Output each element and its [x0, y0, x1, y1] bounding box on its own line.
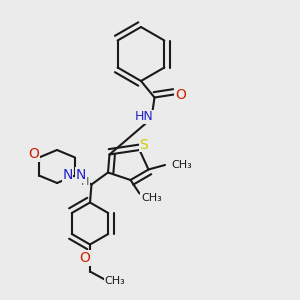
Text: O: O [28, 148, 39, 161]
Text: N: N [62, 168, 73, 182]
Text: N: N [76, 168, 86, 182]
Text: O: O [175, 88, 186, 101]
Text: O: O [79, 251, 90, 265]
Text: HN: HN [135, 110, 153, 124]
Text: CH₃: CH₃ [141, 193, 162, 203]
Text: CH₃: CH₃ [172, 160, 192, 170]
Text: CH₃: CH₃ [104, 275, 125, 286]
Text: H: H [81, 177, 90, 187]
Text: S: S [140, 138, 148, 152]
